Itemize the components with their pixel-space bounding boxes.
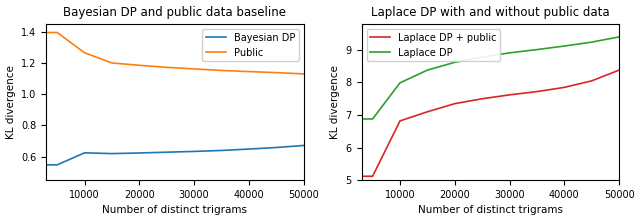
Public — [42, 31, 50, 34]
Public — [245, 70, 253, 73]
Public — [136, 64, 143, 67]
Bayesian DP — [136, 152, 143, 154]
Bayesian DP — [42, 164, 50, 166]
Public — [53, 31, 61, 34]
Laplace DP — [533, 48, 541, 51]
Bayesian DP — [190, 150, 198, 153]
Public — [81, 51, 88, 54]
Laplace DP — [478, 56, 486, 58]
Y-axis label: KL divergence: KL divergence — [6, 65, 15, 139]
Public — [218, 69, 225, 72]
Bayesian DP — [218, 149, 225, 152]
Laplace DP — [424, 69, 431, 71]
Laplace DP — [561, 45, 568, 47]
Laplace DP + public — [588, 80, 596, 82]
Laplace DP — [615, 36, 623, 38]
Laplace DP + public — [478, 97, 486, 100]
Laplace DP + public — [533, 90, 541, 93]
Public — [273, 71, 280, 74]
Laplace DP — [588, 41, 596, 44]
Public — [190, 68, 198, 70]
Title: Laplace DP with and without public data: Laplace DP with and without public data — [371, 6, 610, 19]
Laplace DP + public — [615, 69, 623, 71]
Line: Public: Public — [46, 32, 303, 74]
Public — [163, 66, 170, 69]
Legend: Bayesian DP, Public: Bayesian DP, Public — [202, 29, 299, 61]
X-axis label: Number of distinct trigrams: Number of distinct trigrams — [418, 206, 563, 215]
Laplace DP + public — [424, 110, 431, 113]
X-axis label: Number of distinct trigrams: Number of distinct trigrams — [102, 206, 248, 215]
Line: Laplace DP: Laplace DP — [362, 37, 619, 119]
Title: Bayesian DP and public data baseline: Bayesian DP and public data baseline — [63, 6, 287, 19]
Laplace DP + public — [506, 93, 513, 96]
Bayesian DP — [273, 146, 280, 149]
Legend: Laplace DP + public, Laplace DP: Laplace DP + public, Laplace DP — [367, 29, 500, 61]
Bayesian DP — [300, 144, 307, 147]
Laplace DP — [358, 118, 365, 120]
Bayesian DP — [108, 152, 116, 155]
Laplace DP + public — [396, 120, 404, 122]
Bayesian DP — [81, 151, 88, 154]
Laplace DP + public — [561, 86, 568, 89]
Public — [108, 62, 116, 64]
Laplace DP — [506, 51, 513, 54]
Bayesian DP — [53, 164, 61, 166]
Laplace DP + public — [358, 175, 365, 178]
Laplace DP — [369, 118, 376, 120]
Laplace DP + public — [369, 175, 376, 178]
Y-axis label: KL divergence: KL divergence — [330, 65, 340, 139]
Bayesian DP — [245, 148, 253, 151]
Line: Bayesian DP: Bayesian DP — [46, 145, 303, 165]
Bayesian DP — [163, 151, 170, 154]
Public — [300, 72, 307, 75]
Laplace DP — [451, 61, 459, 64]
Laplace DP — [396, 82, 404, 84]
Line: Laplace DP + public: Laplace DP + public — [362, 70, 619, 176]
Laplace DP + public — [451, 102, 459, 105]
